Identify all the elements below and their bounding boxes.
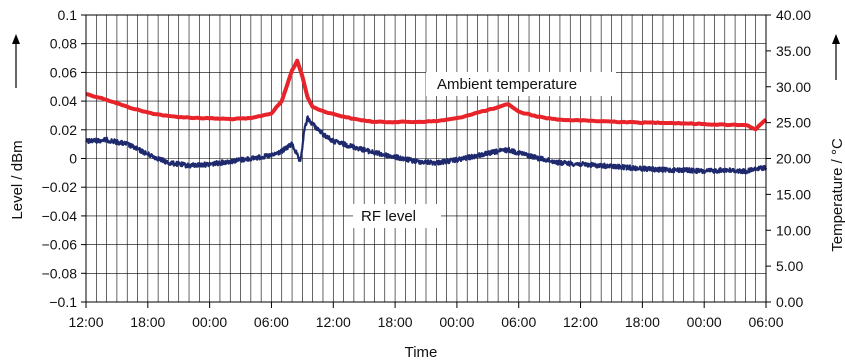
temperature-annotation: Ambient temperature [437,76,577,93]
rf-level-series-line [85,115,768,175]
x-tick-label: 12:00 [316,314,351,330]
right-tick-label: 40.00 [776,7,811,23]
left-tick-label: −0.08 [42,265,78,281]
x-tick-label: 00:00 [439,314,474,330]
left-axis-arrow [12,34,20,88]
left-tick-label: 0 [69,151,77,167]
ticks-layer: 0.1 0.08 0.06 0.04 0.02 0 −0.02 −0.04 −0.06 −0.08… [42,7,812,330]
x-tick-label: 06:00 [748,314,783,330]
x-tick-label: 00:00 [687,314,722,330]
right-tick-label: 5.00 [776,258,803,274]
temperature-annotation-bg [426,72,616,96]
x-tick-label: 12:00 [68,314,103,330]
x-tick-label: 18:00 [625,314,660,330]
right-axis-title: Temperature / °C [829,138,845,252]
grid-layer [85,14,767,303]
left-tick-label: 0.04 [50,93,77,109]
right-tick-label: 25.00 [776,115,811,131]
x-tick-label: 06:00 [501,314,536,330]
left-tick-label: 0.08 [50,36,77,52]
x-tick-label: 18:00 [130,314,165,330]
x-tick-label: 00:00 [192,314,227,330]
left-tick-label: 0.06 [50,64,77,80]
rf-annotation-bg [353,204,441,228]
right-tick-label: 0.00 [776,294,803,310]
left-tick-label: −0.1 [49,294,77,310]
left-tick-label: −0.06 [42,237,78,253]
left-tick-label: 0.1 [58,7,78,23]
left-tick-label: −0.02 [42,179,78,195]
right-tick-label: 35.00 [776,43,811,59]
left-tick-label: 0.02 [50,122,77,138]
right-tick-label: 20.00 [776,151,811,167]
series-layer [85,58,768,175]
x-tick-label: 12:00 [563,314,598,330]
x-tick-label: 06:00 [254,314,289,330]
right-tick-label: 30.00 [776,79,811,95]
right-tick-label: 10.00 [776,222,811,238]
rf-annotation: RF level [361,208,416,225]
left-tick-label: −0.04 [42,208,78,224]
left-axis-title: Level / dBm [9,140,26,219]
x-tick-label: 18:00 [378,314,413,330]
temperature-series-line [85,58,768,132]
x-axis-title: Time [405,344,438,361]
right-tick-label: 15.00 [776,186,811,202]
right-axis-arrow [832,34,840,80]
